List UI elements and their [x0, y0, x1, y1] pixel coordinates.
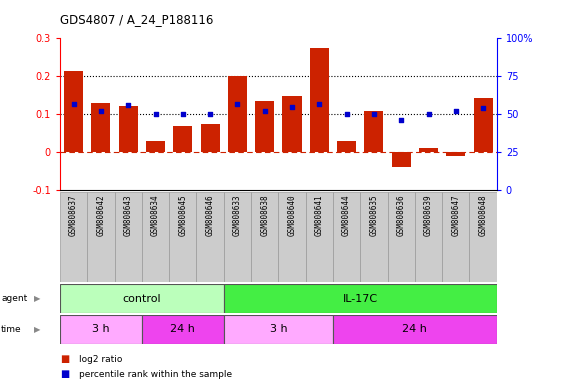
Point [151, 111, 160, 117]
Bar [60, 192, 87, 282]
Text: 24 h: 24 h [403, 324, 427, 334]
Bar [255, 101, 274, 152]
Point [397, 117, 406, 123]
Bar [388, 192, 415, 282]
Point [206, 111, 215, 117]
Text: ▶: ▶ [34, 294, 41, 303]
Bar [469, 192, 497, 282]
Text: ■: ■ [60, 369, 69, 379]
Bar [309, 48, 329, 152]
Bar [115, 192, 142, 282]
Bar [173, 126, 192, 152]
Bar [87, 192, 115, 282]
Point [424, 111, 433, 117]
Bar [360, 192, 388, 282]
Text: GSM808644: GSM808644 [342, 195, 351, 236]
Text: log2 ratio: log2 ratio [79, 354, 122, 364]
Point [69, 101, 78, 107]
Bar [169, 192, 196, 282]
Bar [142, 315, 224, 344]
Text: GSM808640: GSM808640 [288, 195, 296, 236]
Text: ▶: ▶ [34, 325, 41, 334]
Text: 3 h: 3 h [92, 324, 110, 334]
Text: agent: agent [1, 294, 27, 303]
Bar [119, 106, 138, 152]
Bar [419, 148, 438, 152]
Text: time: time [1, 325, 22, 334]
Bar [333, 192, 360, 282]
Bar [442, 192, 469, 282]
Point [233, 101, 242, 107]
Bar [200, 124, 220, 152]
Bar [473, 98, 493, 152]
Text: GDS4807 / A_24_P188116: GDS4807 / A_24_P188116 [60, 13, 214, 26]
Bar [224, 284, 497, 313]
Text: 3 h: 3 h [270, 324, 287, 334]
Text: GSM808646: GSM808646 [206, 195, 215, 236]
Bar [447, 152, 465, 156]
Text: GSM808633: GSM808633 [233, 195, 242, 236]
Text: GSM808634: GSM808634 [151, 195, 160, 236]
Text: GSM808637: GSM808637 [69, 195, 78, 236]
Text: GSM808643: GSM808643 [124, 195, 132, 236]
Text: GSM808636: GSM808636 [397, 195, 406, 236]
Text: GSM808648: GSM808648 [478, 195, 488, 236]
Bar [224, 192, 251, 282]
Bar [224, 315, 333, 344]
Bar [142, 192, 169, 282]
Text: percentile rank within the sample: percentile rank within the sample [79, 370, 232, 379]
Point [451, 108, 460, 114]
Text: GSM808645: GSM808645 [178, 195, 187, 236]
Bar [228, 76, 247, 152]
Text: GSM808647: GSM808647 [451, 195, 460, 236]
Point [124, 102, 133, 108]
Point [315, 101, 324, 107]
Point [96, 108, 106, 114]
Bar [60, 284, 224, 313]
Bar [392, 152, 411, 167]
Bar [364, 111, 384, 152]
Point [369, 111, 379, 117]
Text: GSM808642: GSM808642 [96, 195, 106, 236]
Text: GSM808639: GSM808639 [424, 195, 433, 236]
Text: ■: ■ [60, 354, 69, 364]
Text: GSM808635: GSM808635 [369, 195, 379, 236]
Bar [146, 141, 165, 152]
Text: 24 h: 24 h [170, 324, 195, 334]
Text: IL-17C: IL-17C [343, 293, 378, 304]
Bar [415, 192, 442, 282]
Point [342, 111, 351, 117]
Bar [251, 192, 279, 282]
Bar [279, 192, 305, 282]
Point [178, 111, 187, 117]
Bar [196, 192, 224, 282]
Bar [60, 315, 142, 344]
Bar [283, 96, 301, 152]
Bar [305, 192, 333, 282]
Bar [337, 141, 356, 152]
Bar [333, 315, 497, 344]
Text: GSM808638: GSM808638 [260, 195, 269, 236]
Bar [64, 71, 83, 152]
Point [287, 104, 296, 110]
Text: GSM808641: GSM808641 [315, 195, 324, 236]
Text: control: control [123, 293, 161, 304]
Point [478, 105, 488, 111]
Point [260, 108, 270, 114]
Bar [91, 103, 110, 152]
